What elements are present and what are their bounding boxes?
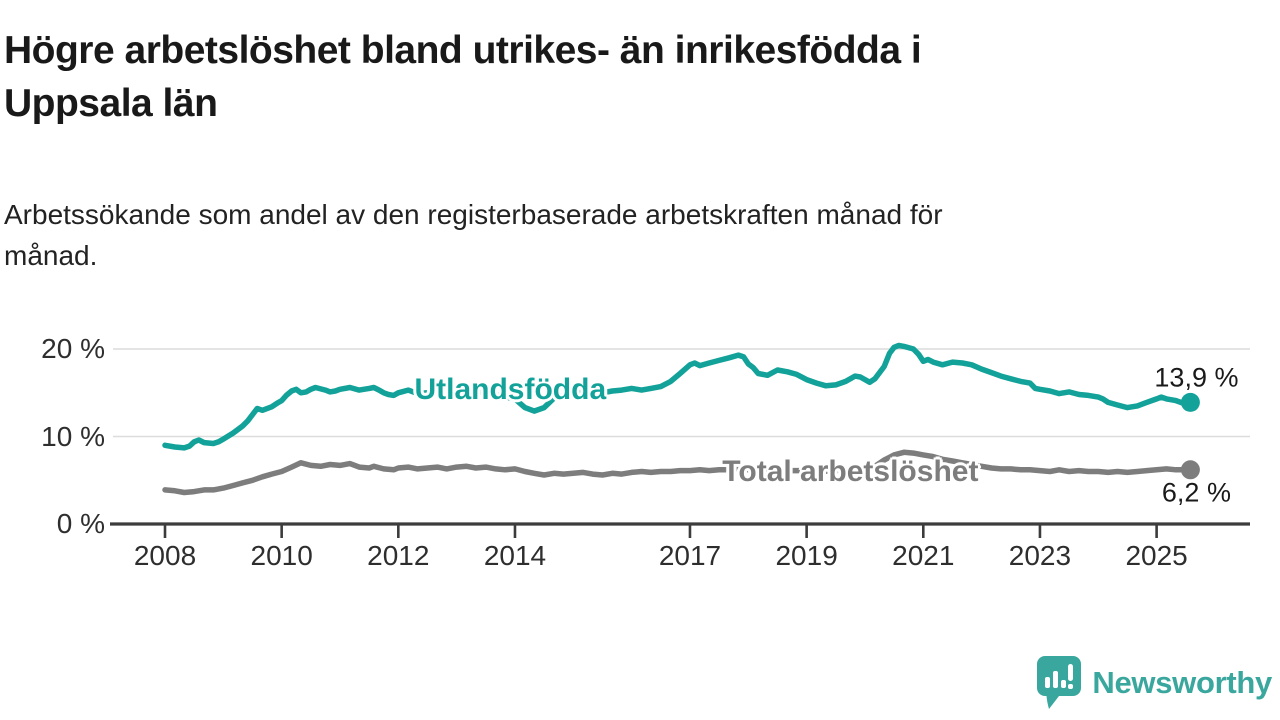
x-axis-tick-label: 2025: [1125, 540, 1188, 571]
x-axis-tick-label: 2008: [133, 540, 197, 571]
y-axis-tick-label: 0 %: [56, 508, 105, 539]
newsworthy-speech-bubble-chart-icon: [1037, 656, 1082, 709]
series-label-total-arbetsloshet: Total arbetslöshet: [722, 455, 979, 489]
title-line-1: Högre arbetslöshet bland utrikes- än inr…: [4, 29, 922, 72]
series-end-dot-1: [1180, 460, 1200, 480]
y-axis-tick-label: 10 %: [41, 420, 105, 452]
x-axis-tick-label: 2019: [775, 540, 838, 571]
series-end-dot-0: [1180, 392, 1200, 412]
newsworthy-logo[interactable]: Newsworthy: [1036, 655, 1272, 711]
y-axis-tick-label: 20 %: [41, 333, 105, 364]
line-series-0: [162, 342, 1194, 451]
x-axis-tick-label: 2021: [892, 540, 955, 571]
x-axis-tick-label: 2012: [367, 540, 430, 571]
subtitle-line-2: månad.: [4, 240, 98, 271]
x-axis-tick-label: 2014: [483, 540, 547, 571]
newsworthy-wordmark: Newsworthy: [1092, 665, 1272, 700]
chart-subtitle: Arbetssökande som andel av den registerb…: [4, 194, 1204, 276]
line-series-1: [162, 449, 1194, 496]
subtitle-line-1: Arbetssökande som andel av den registerb…: [4, 199, 943, 230]
page-title: Högre arbetslöshet bland utrikes- än inr…: [4, 24, 1184, 130]
x-axis-tick-label: 2023: [1008, 540, 1072, 571]
x-axis-tick-label: 2017: [658, 540, 722, 571]
series-label-utlandsfodda: Utlandsfödda: [414, 373, 607, 407]
end-value-label-utlandsfodda: 13,9 %: [1154, 362, 1239, 393]
x-axis-tick-label: 2010: [250, 540, 313, 571]
title-line-2: Uppsala län: [4, 82, 218, 125]
end-value-label-total: 6,2 %: [1161, 477, 1231, 508]
